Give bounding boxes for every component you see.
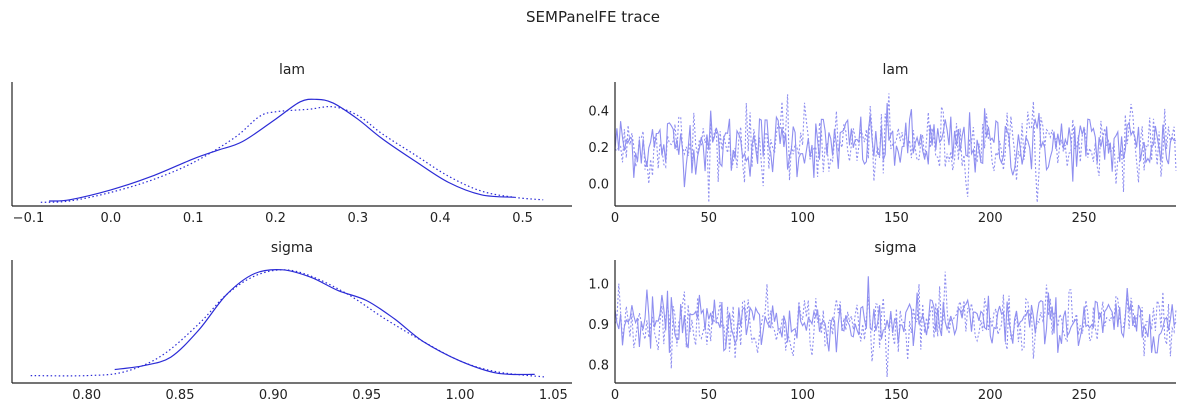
lam_density-xtick-label: 0.5 bbox=[512, 211, 533, 226]
lam_density-panel: lam −0.1 0.0 0.1 0.2 0.3 0.4 0.5 bbox=[11, 62, 572, 226]
lam_trace-ytick-label: 0.0 bbox=[588, 178, 609, 193]
sigma_trace-xtick-label: 50 bbox=[701, 388, 718, 403]
lam_density-xtick-label: 0.2 bbox=[265, 211, 286, 226]
sigma_trace-series-chain-1 bbox=[614, 276, 1177, 354]
sigma_density-xtick-label: 0.80 bbox=[72, 388, 101, 403]
lam_density-xtick-label: 0.1 bbox=[183, 211, 204, 226]
lam_trace-title: lam bbox=[882, 62, 908, 78]
sigma_density-xtick-label: 0.95 bbox=[352, 388, 381, 403]
lam_trace-series-chain-1 bbox=[614, 102, 1177, 188]
sigma_density-series-chain-1 bbox=[114, 268, 535, 376]
lam_density-xtick-label: 0.3 bbox=[348, 211, 369, 226]
lam_trace-xtick-label: 0 bbox=[611, 211, 619, 226]
lam_density-series-chain-1 bbox=[49, 98, 515, 202]
sigma_trace-panel: sigma 0 50 100 150 200 250 0.8 0.9 1.0 bbox=[588, 240, 1177, 403]
lam_trace-xtick-label: 250 bbox=[1072, 211, 1097, 226]
sigma_density-xtick-label: 1.05 bbox=[539, 388, 568, 403]
lam_trace-series-chain-2 bbox=[614, 93, 1177, 203]
sigma_density-xtick-label: 0.90 bbox=[259, 388, 288, 403]
lam_trace-ytick-label: 0.2 bbox=[588, 141, 609, 156]
lam_trace-xtick-label: 150 bbox=[884, 211, 909, 226]
sigma_trace-xtick-label: 100 bbox=[790, 388, 815, 403]
sigma_trace-ytick-label: 1.0 bbox=[588, 278, 609, 293]
sigma_trace-series-chain-2 bbox=[614, 271, 1177, 378]
sigma_trace-ytick-label: 0.9 bbox=[588, 318, 609, 333]
lam_trace-ytick-label: 0.4 bbox=[588, 105, 609, 120]
lam_trace-panel: lam 0 50 100 150 200 250 0.0 0.2 0.4 bbox=[588, 62, 1177, 226]
lam_trace-xtick-label: 50 bbox=[701, 211, 718, 226]
sigma_density-title: sigma bbox=[271, 240, 313, 256]
lam_density-xtick-label: 0.0 bbox=[100, 211, 121, 226]
sigma_density-xtick-label: 1.00 bbox=[446, 388, 475, 403]
lam_density-series-chain-2 bbox=[40, 105, 544, 203]
sigma_trace-ytick-label: 0.8 bbox=[588, 358, 609, 373]
sigma_density-series-chain-2 bbox=[30, 269, 545, 378]
sigma_trace-xtick-label: 250 bbox=[1072, 388, 1097, 403]
sigma_trace-xtick-label: 150 bbox=[884, 388, 909, 403]
sigma_trace-xtick-label: 200 bbox=[978, 388, 1003, 403]
figure-title: SEMPanelFE trace bbox=[526, 8, 660, 26]
lam_density-title: lam bbox=[279, 62, 305, 78]
lam_trace-xtick-label: 100 bbox=[790, 211, 815, 226]
sigma_trace-title: sigma bbox=[874, 240, 916, 256]
lam_trace-xtick-label: 200 bbox=[978, 211, 1003, 226]
sigma_density-panel: sigma 0.80 0.85 0.90 0.95 1.00 1.05 bbox=[11, 240, 572, 403]
lam_density-xtick-label: −0.1 bbox=[13, 211, 45, 226]
lam_density-xtick-label: 0.4 bbox=[430, 211, 451, 226]
sigma_density-xtick-label: 0.85 bbox=[166, 388, 195, 403]
sigma_trace-xtick-label: 0 bbox=[611, 388, 619, 403]
